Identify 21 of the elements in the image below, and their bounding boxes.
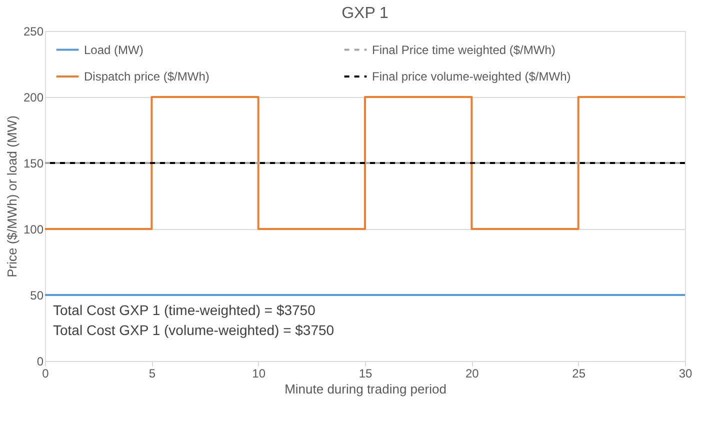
legend-label: Final price volume-weighted ($/MWh) [372,70,571,84]
x-tick-label: 30 [678,366,692,380]
x-tick-label: 20 [465,366,480,380]
legend-label: Dispatch price ($/MWh) [84,70,210,84]
y-tick-label: 100 [23,222,44,236]
annotation: Total Cost GXP 1 (time-weighted) = $3750 [53,302,316,318]
y-tick-label: 200 [23,90,44,104]
legend-label: Final Price time weighted ($/MWh) [372,42,556,57]
chart-title: GXP 1 [342,5,389,22]
annotation: Total Cost GXP 1 (volume-weighted) = $3750 [53,322,334,338]
x-tick-label: 5 [148,366,156,380]
y-axis-title: Price ($/MWh) or load (MW) [4,116,20,278]
x-tick-label: 10 [252,366,266,380]
legend-label: Load (MW) [84,42,144,57]
y-tick-label: 0 [36,354,44,368]
x-tick-label: 25 [572,366,586,380]
x-tick-label: 15 [358,366,372,380]
y-tick-label: 150 [23,156,44,170]
y-tick-label: 250 [23,24,44,38]
x-axis-title: Minute during trading period [284,382,446,396]
y-tick-label: 50 [30,288,44,302]
